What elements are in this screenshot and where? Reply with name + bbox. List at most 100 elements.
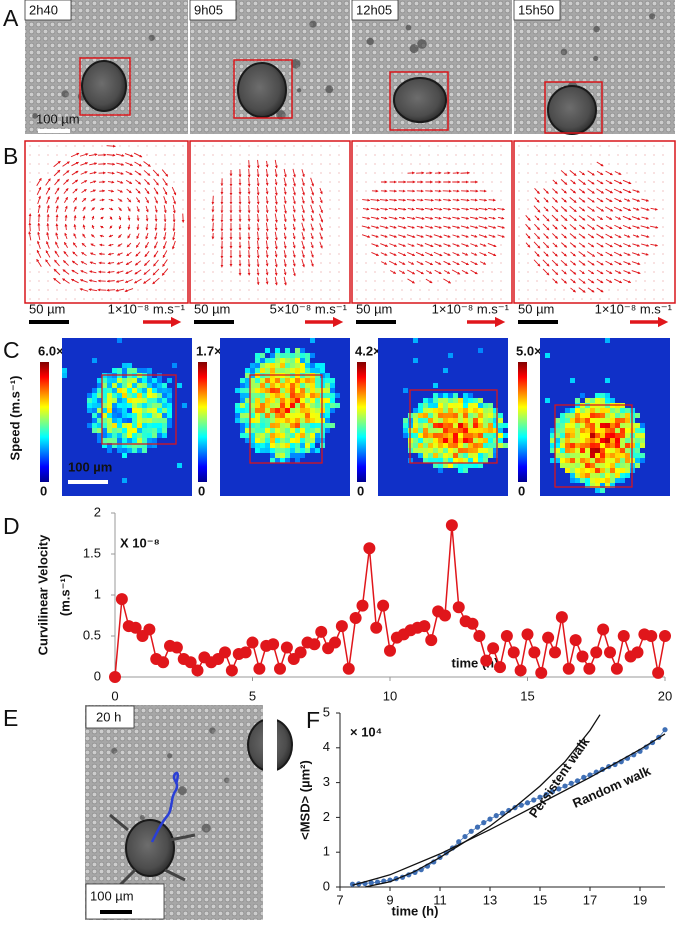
velocity-vector	[569, 205, 577, 213]
speed-pixel	[590, 398, 595, 403]
grid-dot	[374, 280, 376, 282]
velocity-vector	[117, 189, 123, 193]
speed-pixel	[102, 378, 107, 383]
speed-pixel	[433, 443, 438, 448]
speed-pixel	[565, 418, 570, 423]
grid-dot	[383, 163, 385, 165]
grid-dot	[653, 280, 655, 282]
velocity-vector	[434, 243, 443, 247]
length-scale: 50 µm	[194, 301, 230, 316]
velocity-vector	[623, 270, 631, 274]
grid-dot	[173, 271, 175, 273]
speed-pixel	[605, 443, 610, 448]
speed-pixel	[423, 423, 428, 428]
speed-pixel	[305, 428, 310, 433]
velocity-vector	[560, 206, 568, 212]
grid-dot	[419, 145, 421, 147]
velocity-vector	[82, 206, 86, 212]
speed-pixel	[290, 388, 295, 393]
grid-dot	[500, 280, 502, 282]
velocity-vector	[534, 232, 540, 240]
speed-pixel	[438, 453, 443, 458]
speed-pixel	[570, 473, 575, 478]
velocity-vector	[424, 207, 434, 211]
velocity-vector	[389, 252, 397, 256]
velocity-vector	[570, 251, 576, 257]
grid-dot	[257, 289, 259, 291]
data-point	[452, 601, 465, 614]
velocity-vector	[63, 260, 69, 266]
speed-pixel	[290, 433, 295, 438]
velocity-vector	[631, 270, 641, 275]
speed-pixel	[600, 418, 605, 423]
velocity-vector	[310, 241, 314, 249]
grid-dot	[644, 190, 646, 192]
x-tick-label: 10	[383, 688, 397, 703]
grid-dot	[662, 145, 664, 147]
data-point	[631, 646, 644, 659]
velocity-vector	[525, 233, 531, 239]
data-point	[528, 646, 541, 659]
grid-dot	[29, 199, 31, 201]
speed-pixel	[453, 418, 458, 423]
speed-pixel	[260, 388, 265, 393]
velocity-vector	[153, 187, 159, 195]
grid-dot	[329, 217, 331, 219]
speed-pixel	[152, 403, 157, 408]
grid-dot	[401, 298, 403, 300]
speed-pixel	[335, 403, 340, 408]
velocity-vector	[533, 259, 541, 267]
grid-dot	[356, 244, 358, 246]
grid-dot	[473, 280, 475, 282]
velocity-vector	[319, 196, 323, 204]
grid-dot	[230, 289, 232, 291]
grid-dot	[365, 172, 367, 174]
velocity-vector	[542, 214, 550, 222]
velocity-vector	[116, 252, 123, 256]
grid-dot	[329, 145, 331, 147]
speed-pixel	[620, 443, 625, 448]
grid-dot	[653, 190, 655, 192]
speed-pixel	[290, 368, 295, 373]
speed-pixel	[127, 368, 132, 373]
speed-pixel	[473, 453, 478, 458]
speed-pixel	[493, 423, 498, 428]
data-point	[549, 789, 556, 795]
grid-dot	[38, 298, 40, 300]
speed-pixel	[595, 428, 600, 433]
grid-dot	[173, 154, 175, 156]
grid-dot	[203, 172, 205, 174]
speed-pixel	[255, 423, 260, 428]
speed-pixel	[310, 393, 315, 398]
grid-dot	[356, 217, 358, 219]
velocity-vector	[416, 225, 424, 229]
velocity-vector	[108, 207, 114, 211]
grid-dot	[203, 190, 205, 192]
x-tick-label: 15	[533, 892, 547, 907]
speed-pixel	[152, 443, 157, 448]
velocity-vector	[416, 269, 424, 275]
speed-pixel	[575, 438, 580, 443]
grid-dot	[338, 235, 340, 237]
speed-pixel	[132, 438, 137, 443]
grid-dot	[212, 244, 214, 246]
speed-pixel	[240, 403, 245, 408]
speed-pixel	[295, 443, 300, 448]
speed-pixel	[488, 448, 493, 453]
grid-dot	[356, 235, 358, 237]
velocity-vector	[614, 234, 622, 238]
velocity-vector	[256, 223, 260, 232]
grid-dot	[329, 226, 331, 228]
velocity-vector	[99, 198, 105, 202]
velocity-vector	[605, 224, 613, 230]
speed-pixel	[152, 438, 157, 443]
speed-pixel	[585, 448, 590, 453]
speed-pixel	[157, 413, 162, 418]
velocity-vector	[135, 197, 141, 203]
speed-pixel	[280, 453, 285, 458]
velocity-vector	[380, 261, 388, 265]
speed-pixel	[610, 478, 615, 483]
speed-pixel	[147, 393, 152, 398]
grid-dot	[221, 280, 223, 282]
